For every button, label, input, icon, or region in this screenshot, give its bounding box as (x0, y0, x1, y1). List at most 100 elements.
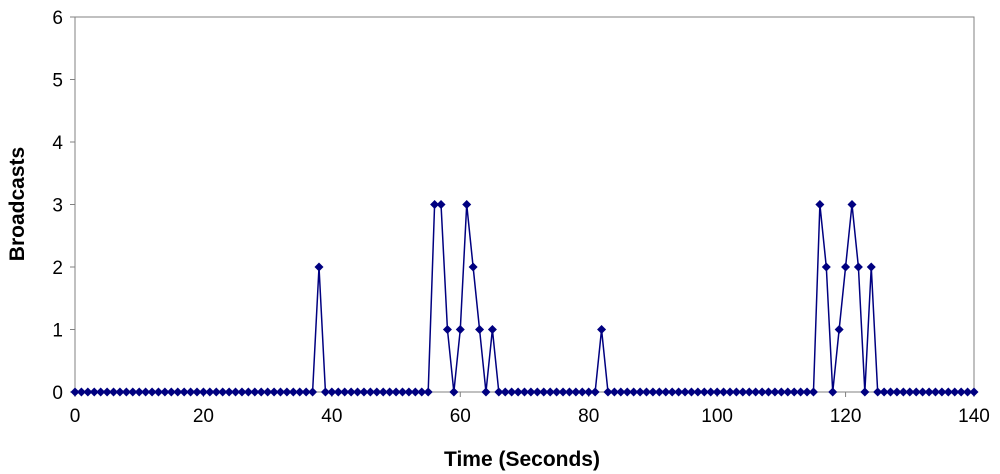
data-point (102, 387, 112, 397)
data-point (751, 387, 761, 397)
data-point (250, 387, 260, 397)
data-point (243, 387, 253, 397)
y-tick-label: 2 (52, 258, 63, 279)
data-point (192, 387, 202, 397)
y-tick-label: 3 (52, 196, 63, 217)
data-point (738, 387, 748, 397)
data-point (853, 262, 863, 272)
data-point (789, 387, 799, 397)
y-tick-label: 4 (52, 133, 63, 154)
data-point (603, 387, 613, 397)
data-point (937, 387, 947, 397)
data-point (179, 387, 189, 397)
data-point (924, 387, 934, 397)
data-point (796, 387, 806, 397)
data-point (744, 387, 754, 397)
data-point (706, 387, 716, 397)
data-point (552, 387, 562, 397)
y-tick-label: 0 (52, 383, 63, 404)
x-tick-label: 140 (958, 406, 990, 427)
data-point (147, 387, 157, 397)
data-point (295, 387, 305, 397)
data-point (642, 387, 652, 397)
data-point (905, 387, 915, 397)
data-point (468, 262, 478, 272)
data-point (886, 387, 896, 397)
data-point (327, 387, 337, 397)
data-point (815, 200, 825, 209)
y-tick-label: 1 (52, 321, 63, 342)
data-point (719, 387, 729, 397)
data-point (436, 200, 446, 209)
data-point (622, 387, 632, 397)
x-tick-label: 80 (578, 406, 599, 427)
data-point (391, 387, 401, 397)
data-point (892, 387, 902, 397)
data-point (76, 387, 86, 397)
data-point (507, 387, 517, 397)
data-point (353, 387, 363, 397)
data-point (764, 387, 774, 397)
data-point (950, 387, 960, 397)
data-point (661, 387, 671, 397)
y-tick-label: 5 (52, 71, 63, 92)
data-point (558, 387, 568, 397)
data-point (866, 262, 876, 272)
data-point (372, 387, 382, 397)
data-point (275, 387, 285, 397)
data-point (648, 387, 658, 397)
data-point (513, 387, 523, 397)
data-point (963, 387, 973, 397)
data-point (783, 387, 793, 397)
data-point (828, 387, 838, 397)
data-point (532, 387, 542, 397)
data-point (577, 387, 587, 397)
data-point (442, 325, 452, 334)
y-axis-title: Broadcasts (6, 147, 29, 261)
data-point (308, 387, 318, 397)
series-markers (70, 200, 979, 397)
data-point (539, 387, 549, 397)
data-point (654, 387, 664, 397)
data-point (564, 387, 574, 397)
data-point (808, 387, 818, 397)
data-point (693, 387, 703, 397)
data-point (346, 387, 356, 397)
data-point (263, 387, 273, 397)
data-point (841, 262, 851, 272)
data-point (526, 387, 536, 397)
x-tick-label: 0 (70, 406, 81, 427)
x-tick-label: 100 (701, 406, 733, 427)
x-tick-label: 60 (450, 406, 471, 427)
data-point (776, 387, 786, 397)
data-point (134, 387, 144, 397)
data-point (385, 387, 395, 397)
data-point (699, 387, 709, 397)
data-point (918, 387, 928, 397)
x-tick-label: 20 (193, 406, 214, 427)
data-point (475, 325, 485, 334)
data-point (802, 387, 812, 397)
x-tick-label: 40 (321, 406, 342, 427)
data-point (930, 387, 940, 397)
data-point (205, 387, 215, 397)
data-point (629, 387, 639, 397)
data-point (410, 387, 420, 397)
data-point (314, 262, 324, 272)
data-point (731, 387, 741, 397)
data-point (635, 387, 645, 397)
data-point (873, 387, 883, 397)
data-point (141, 387, 151, 397)
data-point (365, 387, 375, 397)
data-point (430, 200, 440, 209)
data-point (879, 387, 889, 397)
data-point (404, 387, 414, 397)
data-point (860, 387, 870, 397)
data-point (674, 387, 684, 397)
data-point (160, 387, 170, 397)
data-point (128, 387, 138, 397)
data-point (609, 387, 619, 397)
data-point (494, 387, 504, 397)
data-point (121, 387, 131, 397)
data-point (237, 387, 247, 397)
